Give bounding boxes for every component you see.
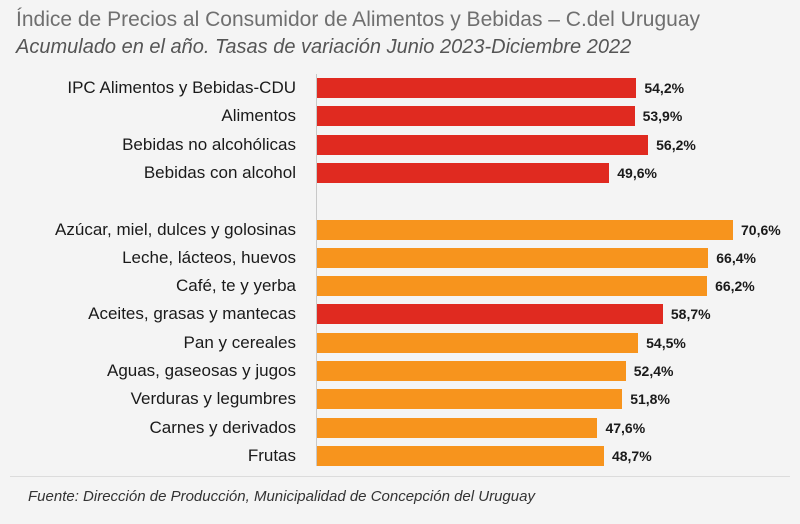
bar	[317, 445, 604, 466]
category-label: Pan y cereales	[183, 332, 296, 352]
category-label: Verduras y legumbres	[130, 389, 296, 409]
category-label: Bebidas con alcohol	[143, 162, 296, 182]
bar	[317, 332, 639, 353]
value-label: 66,4%	[716, 249, 756, 266]
category-label: Carnes y derivados	[149, 417, 296, 437]
value-label: 48,7%	[611, 447, 652, 464]
category-label: Azúcar, miel, dulces y golosinas	[55, 219, 296, 239]
bar	[317, 417, 598, 438]
bar	[317, 389, 623, 410]
bar	[317, 134, 649, 155]
category-label: Aguas, gaseosas y jugos	[106, 361, 296, 380]
value-label: 66,2%	[715, 278, 755, 295]
category-label: IPC Alimentos y Bebidas-CDU	[67, 78, 296, 97]
bar	[317, 162, 610, 183]
bar	[317, 219, 733, 240]
value-label: 51,8%	[630, 391, 670, 408]
value-label: 54,2%	[644, 80, 685, 96]
value-label: 58,7%	[670, 306, 711, 323]
value-label: 47,6%	[605, 419, 646, 436]
chart-title: Índice de Precios al Consumidor de Alime…	[16, 8, 701, 31]
category-label: Frutas	[247, 445, 296, 465]
value-label: 56,2%	[656, 136, 696, 153]
value-label: 53,9%	[642, 108, 683, 125]
value-label: 49,6%	[617, 164, 657, 181]
category-axis-line	[316, 74, 317, 466]
category-label: Café, te y yerba	[175, 276, 296, 296]
bar	[317, 106, 635, 127]
bar-chart: IPC Alimentos y Bebidas-CDU 54,2% Alimento…	[0, 72, 800, 472]
value-label: 54,5%	[646, 334, 686, 351]
category-label: Leche, lácteos, huevos	[122, 247, 296, 267]
source-note: Fuente: Dirección de Producción, Municip…	[28, 488, 535, 505]
bar	[317, 361, 626, 381]
footer-divider	[10, 476, 790, 517]
chart-subtitle: Acumulado en el año. Tasas de variación …	[16, 36, 632, 58]
category-label: Alimentos	[221, 106, 296, 126]
bar	[317, 276, 708, 297]
category-label: Aceites, grasas y mantecas	[88, 304, 296, 324]
value-label: 70,6%	[741, 221, 781, 238]
value-label: 52,4%	[633, 363, 674, 379]
category-label: Bebidas no alcohólicas	[122, 134, 296, 154]
bar	[317, 78, 637, 98]
bar	[317, 304, 663, 325]
bar	[317, 247, 709, 268]
